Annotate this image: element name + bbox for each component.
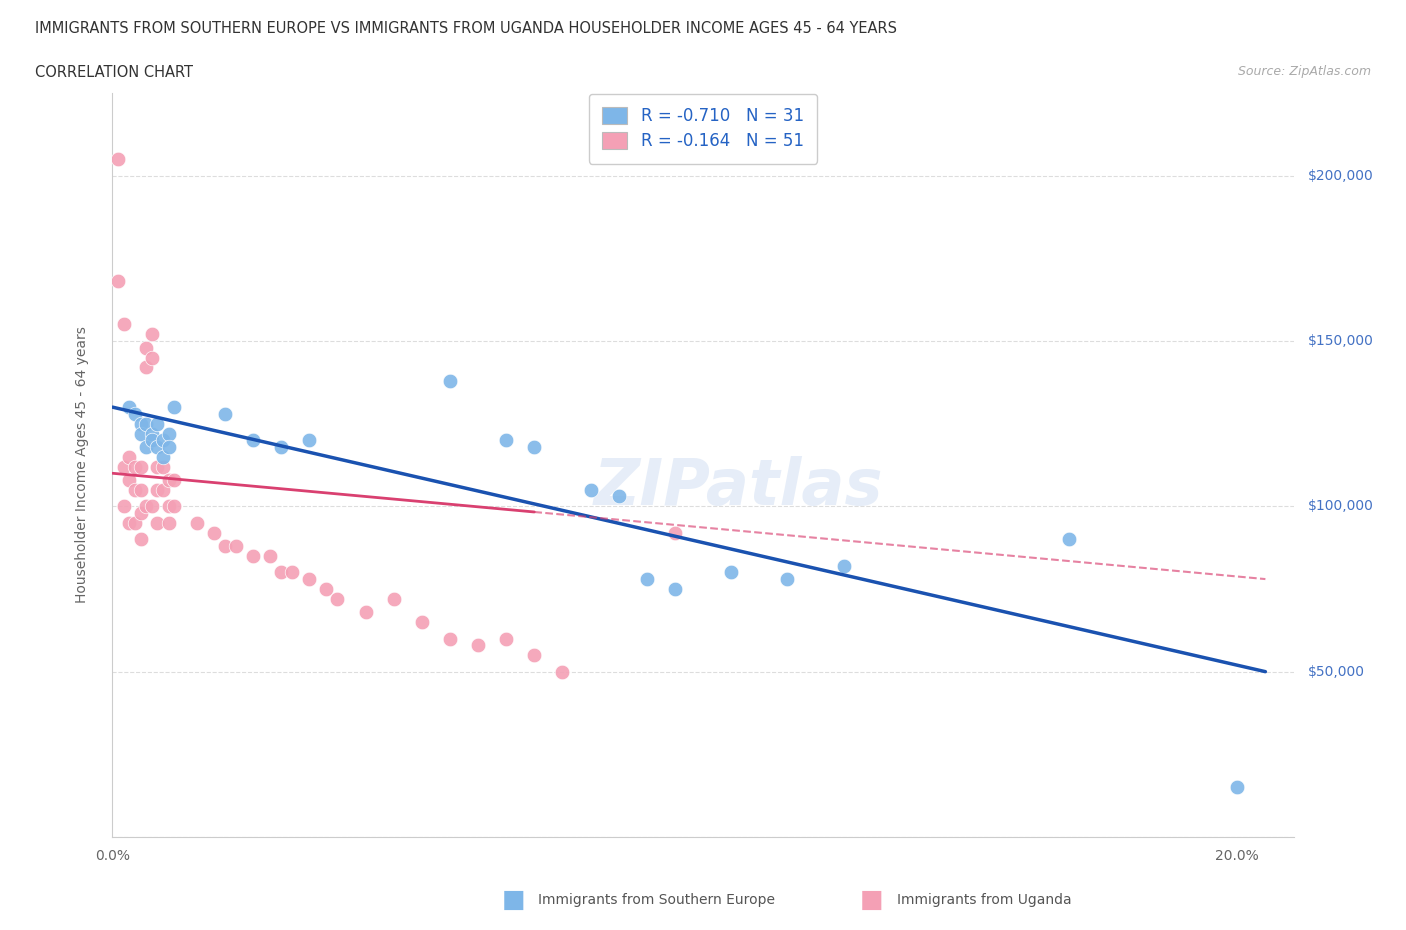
Point [157, 439, 180, 454]
Point [157, 426, 180, 441]
Point [664, 525, 686, 540]
Point [1226, 780, 1249, 795]
Point [118, 400, 141, 415]
Text: $200,000: $200,000 [1308, 168, 1374, 182]
Point [202, 525, 225, 540]
Point [242, 549, 264, 564]
Point [129, 532, 152, 547]
Point [107, 274, 129, 289]
Point [467, 638, 489, 653]
Text: ■: ■ [860, 888, 883, 912]
Point [298, 572, 321, 587]
Point [776, 572, 799, 587]
Point [523, 439, 546, 454]
Text: CORRELATION CHART: CORRELATION CHART [35, 65, 193, 80]
Point [354, 604, 377, 619]
Point [124, 406, 146, 421]
Point [157, 472, 180, 487]
Point [152, 459, 174, 474]
Point [163, 400, 186, 415]
Point [551, 664, 574, 679]
Point [135, 498, 157, 513]
Point [315, 581, 337, 596]
Point [157, 498, 180, 513]
Point [141, 350, 163, 365]
Point [636, 572, 658, 587]
Point [135, 417, 157, 432]
Point [129, 459, 152, 474]
Point [326, 591, 349, 606]
Point [146, 459, 169, 474]
Point [664, 581, 686, 596]
Point [298, 432, 321, 447]
Point [163, 472, 186, 487]
Point [141, 426, 163, 441]
Point [107, 152, 129, 166]
Point [135, 360, 157, 375]
Point [1057, 532, 1080, 547]
Point [495, 631, 517, 646]
Point [152, 432, 174, 447]
Point [411, 615, 433, 630]
Point [124, 483, 146, 498]
Point [270, 565, 292, 580]
Point [242, 432, 264, 447]
Point [146, 515, 169, 530]
Point [129, 506, 152, 521]
Point [124, 515, 146, 530]
Point [118, 515, 141, 530]
Point [146, 483, 169, 498]
Point [141, 432, 163, 447]
Point [186, 515, 208, 530]
Point [579, 483, 602, 498]
Point [607, 489, 630, 504]
Text: $50,000: $50,000 [1308, 665, 1365, 679]
Point [152, 449, 174, 464]
Point [129, 417, 152, 432]
Point [270, 439, 292, 454]
Text: Source: ZipAtlas.com: Source: ZipAtlas.com [1237, 65, 1371, 78]
Point [112, 317, 135, 332]
Point [832, 558, 855, 573]
Point [495, 432, 517, 447]
Point [141, 498, 163, 513]
Point [146, 417, 169, 432]
Point [112, 459, 135, 474]
Point [225, 538, 247, 553]
Point [439, 373, 461, 388]
Text: ZIPatlas: ZIPatlas [593, 457, 883, 518]
Point [152, 483, 174, 498]
Text: Immigrants from Uganda: Immigrants from Uganda [897, 893, 1071, 908]
Point [259, 549, 281, 564]
Text: $150,000: $150,000 [1308, 334, 1374, 348]
Text: $100,000: $100,000 [1308, 499, 1374, 513]
Point [146, 439, 169, 454]
Point [523, 647, 546, 662]
Point [129, 483, 152, 498]
Point [163, 498, 186, 513]
Point [157, 515, 180, 530]
Point [135, 439, 157, 454]
Point [214, 406, 236, 421]
Point [129, 426, 152, 441]
Point [720, 565, 742, 580]
Point [124, 459, 146, 474]
Text: IMMIGRANTS FROM SOUTHERN EUROPE VS IMMIGRANTS FROM UGANDA HOUSEHOLDER INCOME AGE: IMMIGRANTS FROM SOUTHERN EUROPE VS IMMIG… [35, 21, 897, 36]
Point [118, 449, 141, 464]
Legend: R = -0.710   N = 31, R = -0.164   N = 51: R = -0.710 N = 31, R = -0.164 N = 51 [589, 94, 817, 164]
Point [112, 498, 135, 513]
Point [439, 631, 461, 646]
Y-axis label: Householder Income Ages 45 - 64 years: Householder Income Ages 45 - 64 years [75, 326, 89, 604]
Text: ■: ■ [502, 888, 524, 912]
Point [141, 327, 163, 342]
Point [281, 565, 304, 580]
Point [214, 538, 236, 553]
Text: Immigrants from Southern Europe: Immigrants from Southern Europe [538, 893, 776, 908]
Point [118, 472, 141, 487]
Point [135, 340, 157, 355]
Point [382, 591, 405, 606]
